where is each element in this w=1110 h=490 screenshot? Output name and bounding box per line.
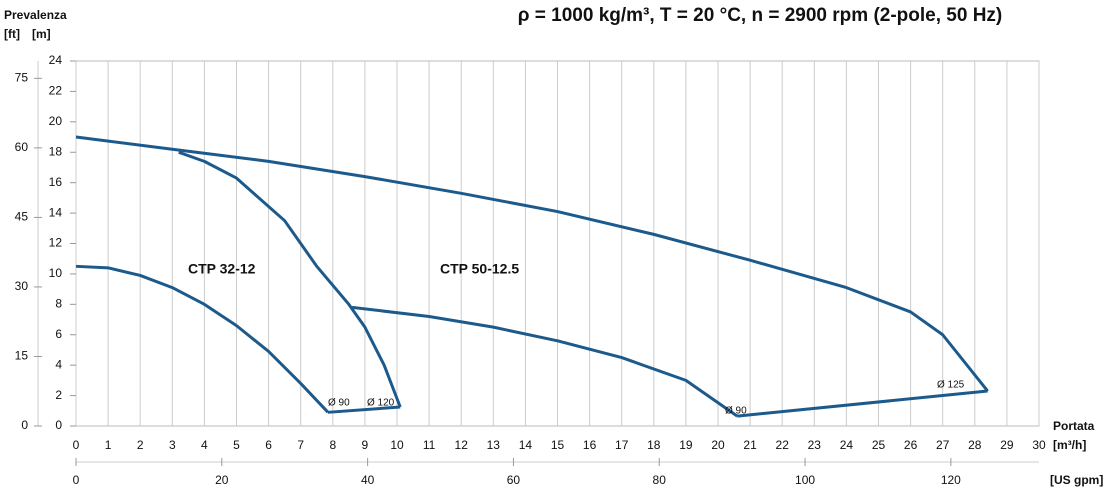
- x-tick-label: 0: [73, 438, 80, 452]
- y2-tick-label: 45: [15, 210, 29, 224]
- x2-tick-label: 60: [507, 473, 521, 487]
- x-tick-label: 21: [743, 438, 757, 452]
- x-tick-label: 5: [233, 438, 240, 452]
- x-tick-label: 11: [423, 438, 436, 452]
- curve: [178, 150, 402, 408]
- y-unit: [m]: [32, 27, 51, 41]
- x-tick-label: 20: [711, 438, 725, 452]
- curve: [75, 135, 989, 392]
- x2-tick-label: 120: [941, 473, 961, 487]
- x-tick-label: 10: [390, 438, 404, 452]
- x-tick-label: 18: [647, 438, 661, 452]
- x-tick-label: 25: [872, 438, 886, 452]
- x-tick-label: 16: [583, 438, 597, 452]
- x-tick-label: 14: [519, 438, 533, 452]
- x-tick-label: 28: [968, 438, 982, 452]
- annotation: Ø 90: [725, 406, 747, 417]
- x-unit: [m³/h]: [1053, 438, 1086, 452]
- x-tick-label: 24: [840, 438, 854, 452]
- x-tick-label: 26: [904, 438, 918, 452]
- annotation: CTP 32-12: [188, 261, 256, 277]
- x-tick-label: 17: [615, 438, 629, 452]
- y2-unit: [ft]: [4, 27, 20, 41]
- chart-title: ρ = 1000 kg/m³, T = 20 °C, n = 2900 rpm …: [518, 5, 1003, 26]
- x-tick-label: 19: [679, 438, 693, 452]
- annotation: Ø 90: [328, 398, 350, 409]
- curve: [737, 389, 988, 418]
- y-tick-label: 14: [49, 205, 63, 219]
- x-tick-label: 29: [1000, 438, 1014, 452]
- y-tick-label: 0: [55, 418, 62, 432]
- x2-tick-label: 20: [215, 473, 229, 487]
- y-tick-label: 6: [55, 327, 62, 341]
- y-tick-label: 18: [49, 144, 63, 158]
- x-tick-label: 4: [201, 438, 208, 452]
- y2-tick-label: 15: [15, 349, 29, 363]
- y-tick-label: 20: [49, 114, 63, 128]
- x-tick-label: 27: [936, 438, 950, 452]
- annotation: Ø 125: [937, 380, 965, 391]
- y2-tick-label: 30: [15, 279, 29, 293]
- x-tick-label: 23: [808, 438, 822, 452]
- x-tick-label: 7: [297, 438, 304, 452]
- y-label: Prevalenza: [4, 8, 67, 22]
- y-tick-label: 24: [49, 53, 63, 67]
- curve: [351, 305, 739, 418]
- x2-tick-label: 100: [795, 473, 815, 487]
- y2-tick-label: 0: [21, 418, 28, 432]
- x2-tick-label: 40: [361, 473, 375, 487]
- y-tick-label: 12: [49, 236, 63, 250]
- x-tick-label: 22: [776, 438, 790, 452]
- annotation: CTP 50-12.5: [440, 261, 519, 277]
- x-tick-label: 13: [487, 438, 501, 452]
- x-tick-label: 8: [329, 438, 336, 452]
- y-tick-label: 8: [55, 297, 62, 311]
- y-tick-label: 16: [49, 175, 63, 189]
- x2-tick-label: 0: [73, 473, 80, 487]
- x2-unit: [US gpm]: [1050, 473, 1103, 487]
- x-tick-label: 12: [455, 438, 469, 452]
- x-label: Portata: [1053, 419, 1095, 433]
- y2-tick-label: 75: [15, 71, 29, 85]
- y-tick-label: 2: [55, 388, 62, 402]
- x-tick-label: 9: [362, 438, 369, 452]
- y-tick-label: 10: [49, 266, 63, 280]
- x2-tick-label: 80: [653, 473, 667, 487]
- curve: [327, 405, 401, 414]
- annotation: Ø 120: [367, 398, 395, 409]
- x-tick-label: 6: [265, 438, 272, 452]
- x-tick-label: 1: [105, 438, 112, 452]
- y-tick-label: 22: [49, 84, 63, 98]
- x-tick-label: 30: [1032, 438, 1046, 452]
- curve: [75, 264, 330, 414]
- x-tick-label: 15: [551, 438, 565, 452]
- x-tick-label: 2: [137, 438, 144, 452]
- y2-tick-label: 60: [15, 140, 29, 154]
- x-tick-label: 3: [169, 438, 176, 452]
- y-tick-label: 4: [55, 357, 62, 371]
